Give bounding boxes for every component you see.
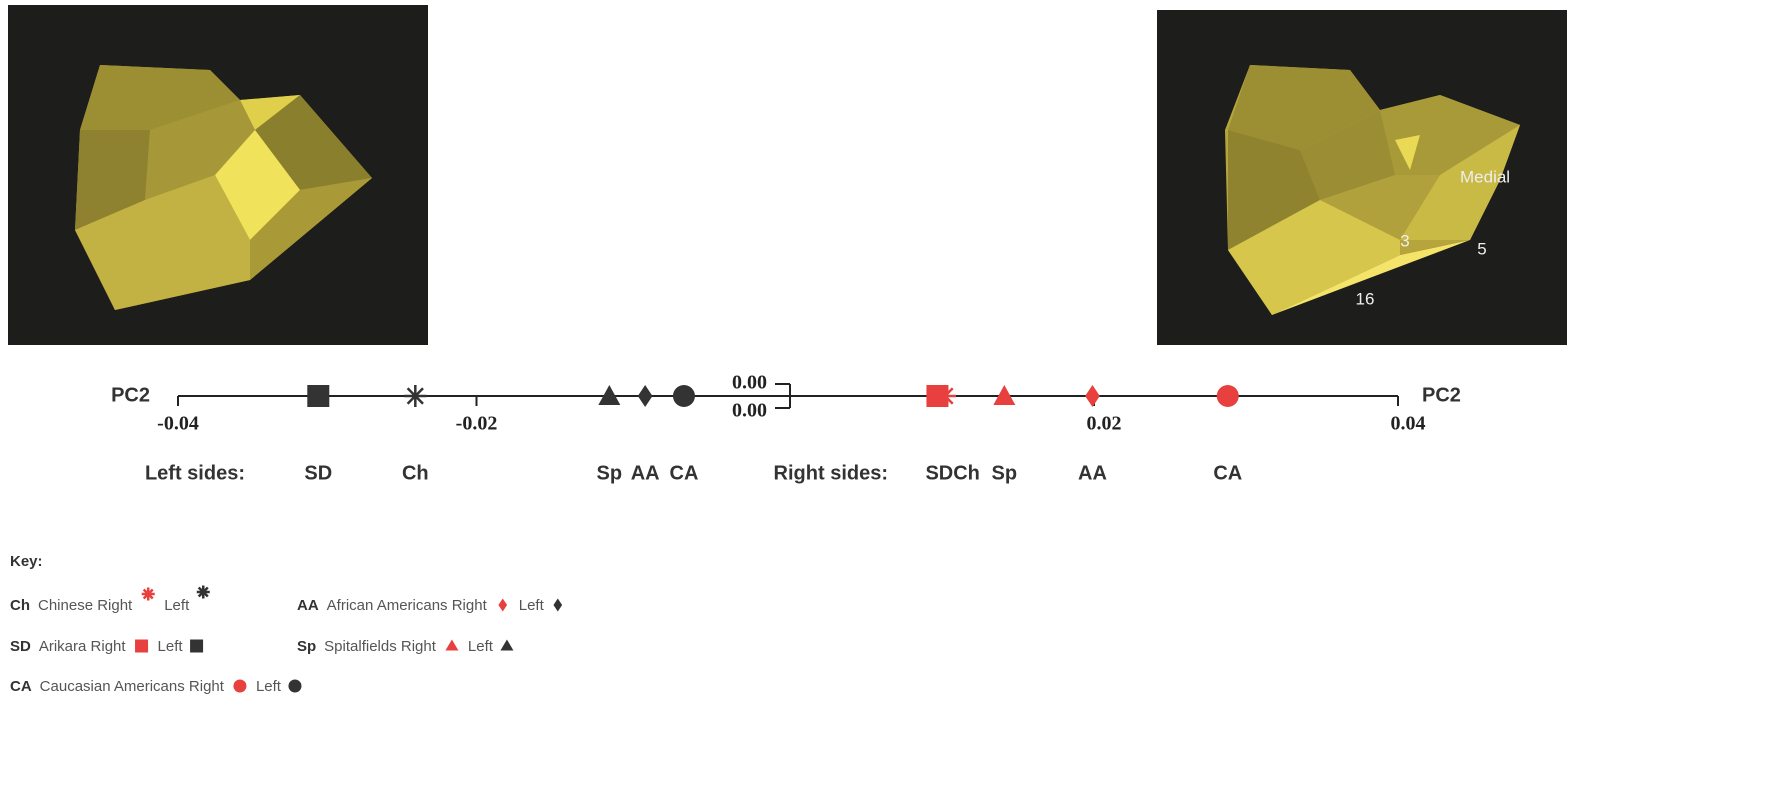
tick-label: 0.04	[1391, 413, 1426, 435]
key-title: Key:	[10, 553, 43, 570]
key-left: Left	[164, 597, 190, 614]
data-point	[307, 385, 330, 407]
category-label: Ch	[402, 462, 429, 484]
data-point	[598, 385, 621, 405]
left-render	[8, 5, 428, 345]
tick-label: -0.04	[157, 413, 199, 435]
category-label: Ch	[953, 462, 980, 484]
image-label: 5	[1477, 239, 1486, 258]
key-abbr: Ch	[10, 597, 30, 614]
category-label: CA	[670, 462, 699, 484]
category-label: SD	[304, 462, 332, 484]
key-symbol	[233, 679, 247, 693]
tick-label: -0.02	[456, 413, 498, 435]
key-abbr: SD	[10, 638, 31, 655]
key-symbol	[500, 639, 514, 651]
key-label: Spitalfields Right	[324, 638, 437, 655]
tick-label: 0.00	[732, 372, 767, 394]
key-left: Left	[519, 597, 545, 614]
category-label: CA	[1213, 462, 1242, 484]
key-symbol	[553, 598, 563, 612]
axis-label: PC2	[1422, 384, 1461, 406]
key-label: Arikara Right	[39, 638, 127, 655]
key-symbol	[445, 639, 459, 651]
key-left: Left	[158, 638, 184, 655]
data-point	[637, 385, 653, 407]
key-abbr: Sp	[297, 638, 316, 655]
axis-label: PC2	[111, 384, 150, 406]
tick-label: 0.00	[732, 400, 767, 422]
data-point	[404, 385, 427, 407]
image-label: 3	[1400, 231, 1409, 250]
data-point	[993, 385, 1016, 405]
image-labels: Medial 3 5 16	[1356, 167, 1511, 308]
category-label: Sp	[597, 462, 623, 484]
key-symbol	[196, 585, 210, 599]
right-render	[1157, 10, 1567, 345]
key-left: Left	[468, 638, 494, 655]
category-label: Sp	[992, 462, 1018, 484]
group-label: Right sides:	[774, 462, 888, 484]
category-label: AA	[1078, 462, 1107, 484]
key-symbol	[288, 679, 302, 693]
key-label: Caucasian Americans Right	[40, 678, 225, 695]
key-label: Chinese Right	[38, 597, 133, 614]
category-label: AA	[631, 462, 660, 484]
key-label: African Americans Right	[327, 597, 488, 614]
data-point	[1085, 385, 1100, 407]
data-point	[672, 385, 695, 407]
key-symbol	[498, 598, 508, 612]
key-symbol	[135, 639, 149, 653]
category-label: SD	[925, 462, 953, 484]
key-symbol	[190, 639, 204, 653]
key-left: Left	[256, 678, 282, 695]
tick-label: 0.02	[1087, 413, 1122, 435]
key-symbol	[141, 587, 155, 601]
data-point	[934, 385, 957, 407]
data-point	[1216, 385, 1239, 407]
image-label: 16	[1356, 289, 1375, 308]
key-abbr: AA	[297, 597, 319, 614]
key-abbr: CA	[10, 678, 32, 695]
group-label: Left sides:	[145, 462, 245, 484]
image-label: Medial	[1460, 167, 1510, 186]
